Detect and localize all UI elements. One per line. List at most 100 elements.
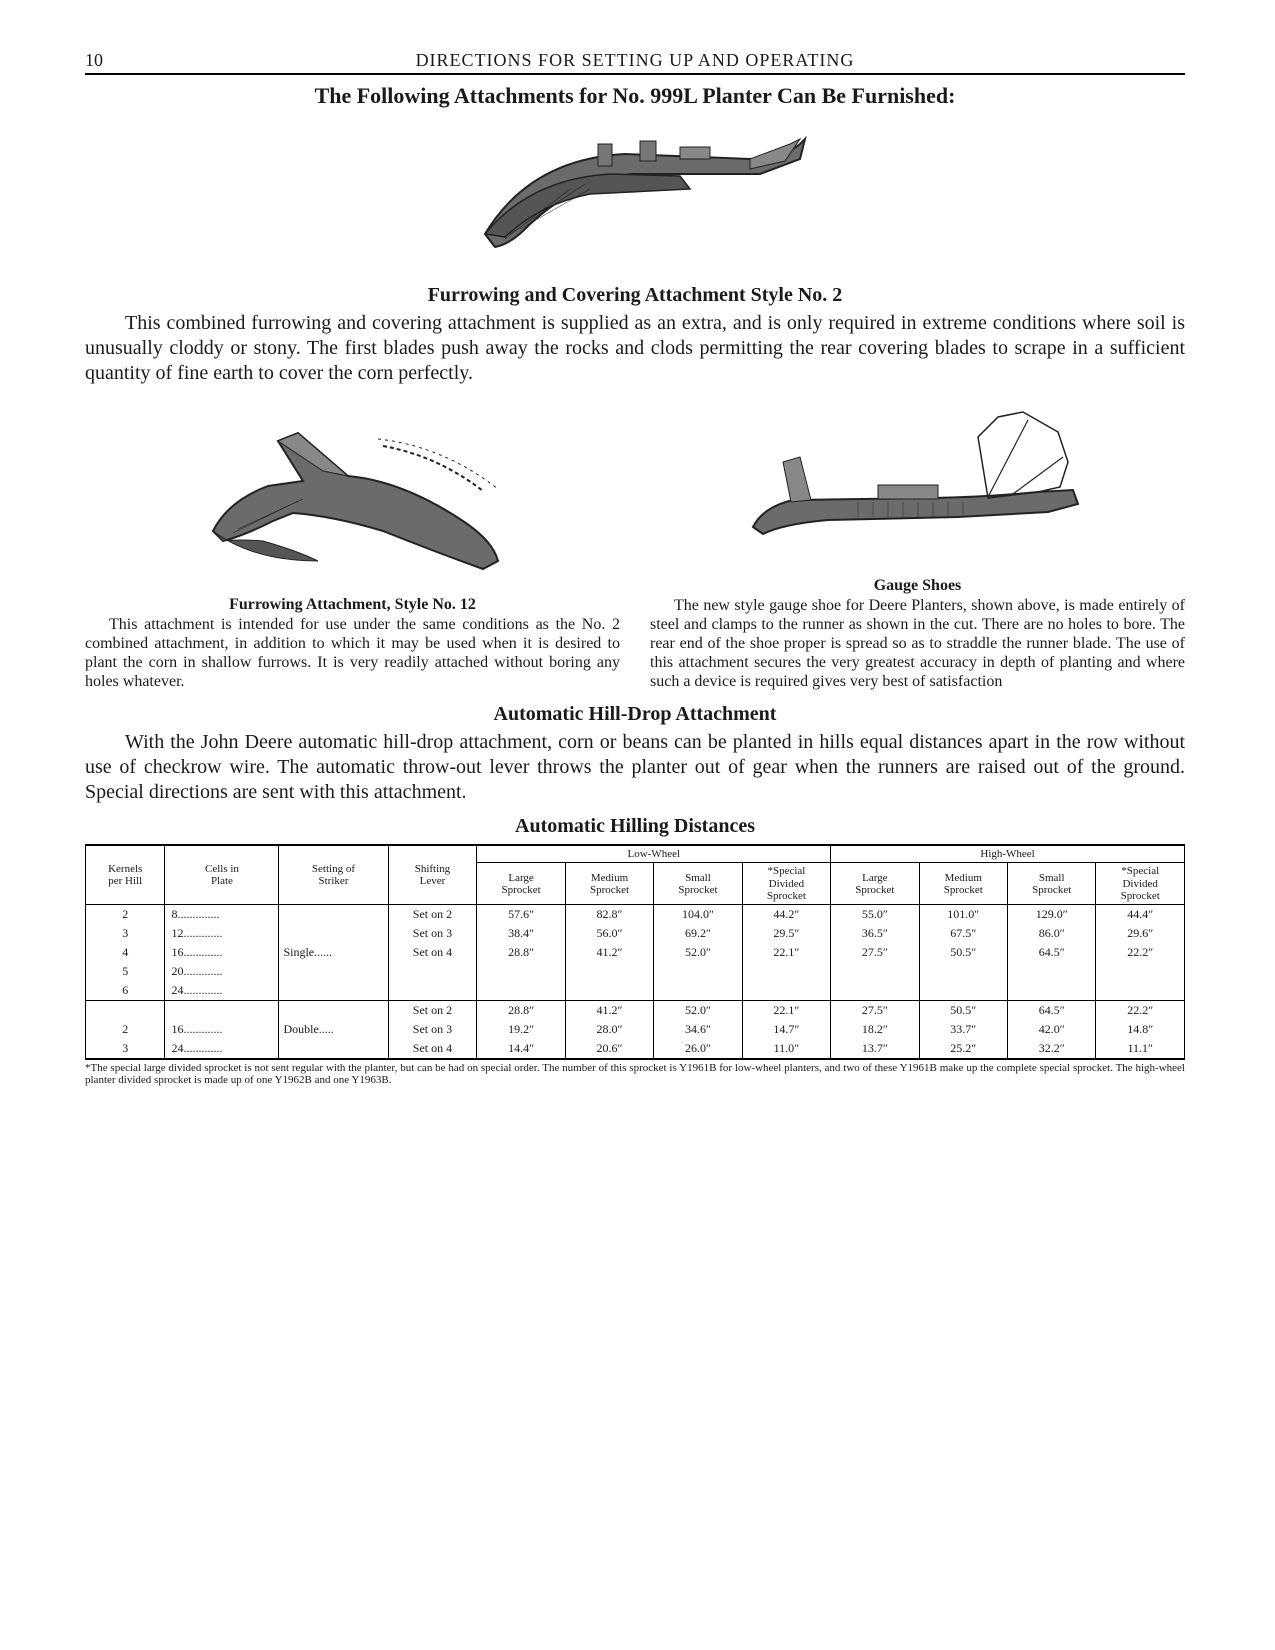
table-header: High-Wheel (831, 846, 1185, 863)
table-cell: 4 (86, 943, 165, 962)
table-cell: 57.6″ (477, 904, 565, 924)
table-cell: 18.2″ (831, 1020, 919, 1039)
table-cell: Set on 3 (388, 1020, 477, 1039)
table-header: *SpecialDividedSprocket (742, 863, 830, 904)
table-cell (477, 981, 565, 1001)
table-cell: Set on 4 (388, 943, 477, 962)
table-cell: 104.0″ (654, 904, 742, 924)
table-cell: 19.2″ (477, 1020, 565, 1039)
table-cell (86, 1000, 165, 1020)
engraving-icon (450, 119, 820, 269)
table-cell: 82.8″ (565, 904, 653, 924)
table-cell: Set on 4 (388, 1039, 477, 1058)
engraving-icon (183, 411, 523, 581)
table-cell: 24............. (165, 1039, 279, 1058)
table-cell: Set on 3 (388, 924, 477, 943)
page-header: 10 DIRECTIONS FOR SETTING UP AND OPERATI… (85, 50, 1185, 75)
page-title: The Following Attachments for No. 999L P… (85, 83, 1185, 109)
table-header: Cells inPlate (165, 846, 279, 904)
table-cell: 20.6″ (565, 1039, 653, 1058)
table-cell: 25.2″ (919, 1039, 1007, 1058)
table-cell: 64.5″ (1008, 943, 1096, 962)
table-cell (919, 981, 1007, 1001)
table-cell: 28.8″ (477, 1000, 565, 1020)
table-cell: 41.2″ (565, 943, 653, 962)
table-cell: 52.0″ (654, 943, 742, 962)
table-cell (654, 962, 742, 981)
table-cell (477, 962, 565, 981)
table-cell: 50.5″ (919, 1000, 1007, 1020)
table-header: LargeSprocket (477, 863, 565, 904)
body-hilldrop: With the John Deere automatic hill-drop … (85, 730, 1185, 805)
table-cell: Double..... (279, 1000, 388, 1058)
table-cell (742, 981, 830, 1001)
table-cell: 27.5″ (831, 1000, 919, 1020)
table-header: Setting ofStriker (279, 846, 388, 904)
table-header: ShiftingLever (388, 846, 477, 904)
table-cell: 36.5″ (831, 924, 919, 943)
table-cell: 32.2″ (1008, 1039, 1096, 1058)
table-footnote: *The special large divided sprocket is n… (85, 1062, 1185, 1087)
table-cell: 29.5″ (742, 924, 830, 943)
table-cell: 22.2″ (1096, 1000, 1185, 1020)
table-cell (1096, 962, 1185, 981)
table-header: LargeSprocket (831, 863, 919, 904)
table-cell: 5 (86, 962, 165, 981)
table-cell: 27.5″ (831, 943, 919, 962)
table-cell: 6 (86, 981, 165, 1001)
table-cell: 101.0″ (919, 904, 1007, 924)
table-cell: 2 (86, 1020, 165, 1039)
table-cell: 56.0″ (565, 924, 653, 943)
table-header: Kernelsper Hill (86, 846, 165, 904)
table-cell: 33.7″ (919, 1020, 1007, 1039)
table-cell: 14.4″ (477, 1039, 565, 1058)
table-cell (388, 962, 477, 981)
table-cell: 28.0″ (565, 1020, 653, 1039)
table-header: SmallSprocket (654, 863, 742, 904)
table-header: *SpecialDividedSprocket (1096, 863, 1185, 904)
table-cell: 24............. (165, 981, 279, 1001)
table-cell: 8.............. (165, 904, 279, 924)
table-cell (1008, 981, 1096, 1001)
table-cell: Single...... (279, 904, 388, 1000)
table-cell (654, 981, 742, 1001)
running-head: DIRECTIONS FOR SETTING UP AND OPERATING (145, 50, 1125, 71)
table-cell: 44.2″ (742, 904, 830, 924)
table-cell: 52.0″ (654, 1000, 742, 1020)
heading-furrowing-2: Furrowing and Covering Attachment Style … (85, 284, 1185, 307)
body-furrowing-2: This combined furrowing and covering att… (85, 311, 1185, 386)
table-cell: 41.2″ (565, 1000, 653, 1020)
table-cell: 3 (86, 924, 165, 943)
table-cell (831, 981, 919, 1001)
table-cell: 26.0″ (654, 1039, 742, 1058)
body-gauge-shoes: The new style gauge shoe for Deere Plant… (650, 597, 1185, 691)
table-cell: 22.1″ (742, 1000, 830, 1020)
table-cell: 2 (86, 904, 165, 924)
table-cell: 13.7″ (831, 1039, 919, 1058)
table-cell: 28.8″ (477, 943, 565, 962)
table-cell (165, 1000, 279, 1020)
table-cell (742, 962, 830, 981)
table-cell: 42.0″ (1008, 1020, 1096, 1039)
table-header: MediumSprocket (919, 863, 1007, 904)
table-cell: 11.1″ (1096, 1039, 1185, 1058)
table-cell: 34.6″ (654, 1020, 742, 1039)
table-cell: 29.6″ (1096, 924, 1185, 943)
table-cell: 86.0″ (1008, 924, 1096, 943)
figure-furrowing-12 (85, 411, 620, 586)
table-cell: 22.1″ (742, 943, 830, 962)
table-cell: 22.2″ (1096, 943, 1185, 962)
table-cell (1096, 981, 1185, 1001)
body-furrowing-12: This attachment is intended for use unde… (85, 616, 620, 692)
figure-furrowing-2 (85, 119, 1185, 274)
table-cell: 67.5″ (919, 924, 1007, 943)
table-cell: 12............. (165, 924, 279, 943)
table-cell: 55.0″ (831, 904, 919, 924)
hilling-table: Kernelsper HillCells inPlateSetting ofSt… (85, 844, 1185, 1059)
table-cell (919, 962, 1007, 981)
heading-hilldrop: Automatic Hill-Drop Attachment (85, 703, 1185, 726)
table-cell: 64.5″ (1008, 1000, 1096, 1020)
table-cell: 129.0″ (1008, 904, 1096, 924)
table-cell: 50.5″ (919, 943, 1007, 962)
table-cell: 16............. (165, 943, 279, 962)
